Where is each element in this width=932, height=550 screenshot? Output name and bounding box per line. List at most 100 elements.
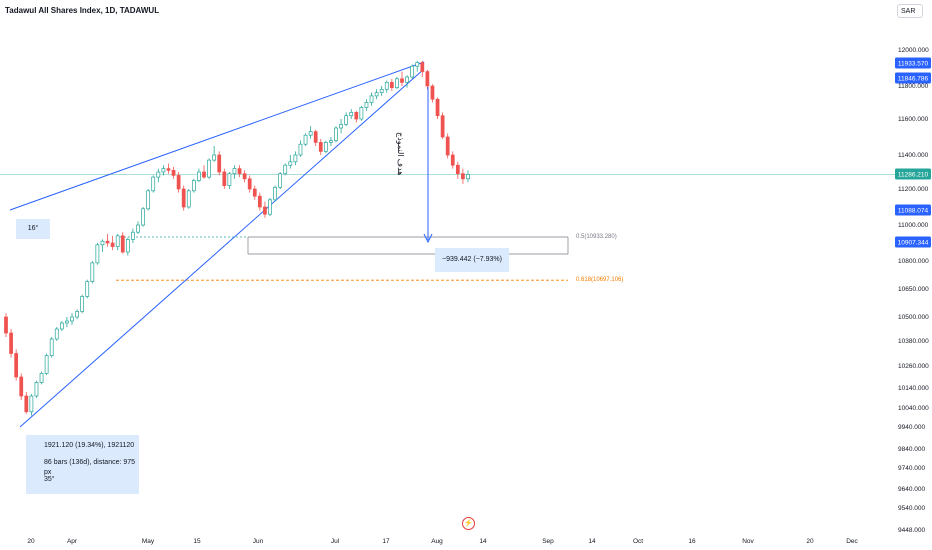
candle-body: [120, 235, 125, 253]
chart-title: Tadawul All Shares Index, 1D, TADAWUL: [5, 6, 160, 15]
candle-body: [420, 62, 425, 72]
measure-label: −939.442 (−7.93%): [435, 248, 509, 272]
candle-body: [80, 296, 85, 312]
y-tick-label: 11600.000: [898, 116, 929, 123]
candle-body: [44, 355, 49, 374]
x-tick-label: 14: [479, 538, 487, 545]
candle-body: [415, 62, 420, 67]
candle-body: [268, 199, 272, 215]
price-tag-bg: [895, 72, 931, 84]
candle-body: [136, 224, 140, 233]
y-tick-label: 10260.000: [898, 363, 929, 370]
y-tick-label: 11000.000: [898, 222, 929, 229]
candle-body: [34, 382, 39, 397]
x-tick-label: Jun: [253, 538, 264, 545]
candle-body: [323, 142, 328, 152]
currency-button[interactable]: SAR: [897, 4, 923, 18]
candle-body: [24, 395, 29, 413]
lower-trendline: [19, 68, 425, 428]
candle-body: [166, 168, 171, 171]
candle-body: [59, 322, 64, 330]
x-axis: 20 Apr May 15 Jun Jul 17 Aug 14 Sep 14 Oct 16 Nov 20 De…: [27, 538, 858, 545]
y-tick-label: 9840.000: [898, 446, 925, 453]
candle-body: [384, 82, 389, 90]
candle-body: [237, 168, 242, 175]
candle-body: [146, 190, 151, 210]
candle-body: [389, 82, 394, 89]
target-label-arabic: هدف النموذج: [396, 132, 405, 176]
candle-body: [400, 78, 404, 83]
candle-body: [207, 159, 211, 178]
candle-body: [70, 316, 74, 322]
candle-body: [90, 262, 95, 282]
candle-body: [151, 176, 156, 192]
candle-body: [252, 188, 257, 197]
candle-body: [110, 242, 115, 247]
candle-body: [242, 173, 247, 180]
y-tick-label: 9540.000: [898, 505, 925, 512]
candle-body: [263, 206, 267, 215]
y-tick-label: 12000.000: [898, 47, 929, 54]
candle-body: [202, 171, 206, 178]
candle-body: [171, 169, 176, 176]
candle-body: [257, 195, 262, 208]
candle-body: [379, 88, 384, 93]
price-tag-label: 11286.210: [898, 171, 929, 178]
candle-body: [344, 115, 349, 125]
candle-body: [430, 85, 435, 100]
y-tick-label: 10040.000: [898, 405, 929, 412]
x-tick-label: 20: [27, 538, 35, 545]
range-info-box: 1921.120 (19.34%), 1921120 86 bars (136d…: [26, 435, 139, 494]
price-tag-label: 10907.344: [898, 239, 929, 246]
candle-body: [461, 173, 465, 180]
candle-body: [14, 353, 19, 378]
rising-wedge-trendlines[interactable]: [9, 61, 425, 428]
angle-label-lower: 35°: [44, 476, 55, 483]
x-tick-label: 14: [588, 538, 596, 545]
candle-body: [466, 174, 470, 180]
candle-body: [222, 171, 227, 186]
candle-body: [349, 112, 354, 117]
y-axis: 12000.000 11800.000 11600.000 11400.000 1120…: [898, 47, 929, 534]
y-tick-label: 9940.000: [898, 424, 925, 431]
candle-body: [425, 71, 430, 87]
candle-body: [364, 102, 369, 108]
candle-body: [54, 328, 59, 340]
target-arrow-head: [423, 233, 433, 244]
candle-body: [273, 186, 277, 201]
candle-body: [9, 332, 13, 354]
candle-body: [131, 231, 135, 240]
candle-body: [440, 115, 445, 138]
price-tag-bg: [895, 168, 931, 180]
candle-body: [435, 98, 440, 117]
candle-body: [100, 240, 105, 246]
x-tick-label: Apr: [67, 538, 78, 545]
candle-body: [232, 168, 237, 175]
measure-arrow: [423, 87, 433, 244]
candle-body: [85, 281, 90, 297]
price-tag-bg: [895, 236, 931, 248]
price-tag-label: 11088.074: [898, 207, 929, 214]
lightning-icon[interactable]: ⚡: [462, 517, 475, 530]
candle-body: [318, 142, 323, 152]
candle-body: [39, 372, 44, 383]
x-tick-label: Dec: [846, 538, 858, 545]
x-tick-label: May: [142, 538, 155, 545]
x-tick-label: Oct: [633, 538, 643, 545]
y-tick-label: 11200.000: [898, 186, 929, 193]
y-tick-label: 10800.000: [898, 258, 929, 265]
candle-body: [105, 240, 110, 244]
candle-body: [75, 311, 79, 318]
price-tag-label: 11933.570: [898, 60, 929, 67]
candle-body: [29, 395, 34, 413]
y-tick-label: 9640.000: [898, 486, 925, 493]
candle-body: [227, 173, 232, 186]
candles: [4, 60, 470, 416]
x-tick-label: 20: [806, 538, 814, 545]
y-tick-label: 9740.000: [898, 465, 925, 472]
candle-body: [329, 140, 333, 143]
y-tick-label: 11800.000: [898, 83, 929, 90]
candle-body: [303, 134, 308, 145]
x-tick-label: 16: [688, 538, 696, 545]
